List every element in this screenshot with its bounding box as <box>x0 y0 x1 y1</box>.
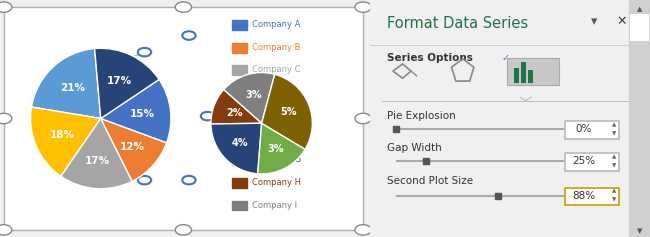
Text: ▼: ▼ <box>612 197 616 202</box>
Bar <box>231 88 247 98</box>
Text: 17%: 17% <box>107 76 131 86</box>
Text: 3%: 3% <box>267 144 283 154</box>
Text: 0%: 0% <box>575 124 592 134</box>
Text: Gap Width: Gap Width <box>387 143 442 153</box>
Text: 5%: 5% <box>281 107 297 117</box>
Text: ▲: ▲ <box>637 6 642 12</box>
Circle shape <box>355 225 371 235</box>
Text: 25%: 25% <box>572 156 595 166</box>
Text: ▾: ▾ <box>591 15 597 28</box>
Text: Company C: Company C <box>252 65 300 74</box>
Text: 3%: 3% <box>245 90 261 100</box>
Text: ▲: ▲ <box>612 122 616 128</box>
Circle shape <box>182 31 196 40</box>
Text: Series Options: Series Options <box>387 53 473 63</box>
Wedge shape <box>101 79 171 143</box>
Text: ▼: ▼ <box>637 228 642 234</box>
Wedge shape <box>211 123 261 174</box>
Text: 2%: 2% <box>226 108 242 118</box>
Bar <box>565 121 619 139</box>
Circle shape <box>0 225 12 235</box>
Wedge shape <box>31 49 101 118</box>
Wedge shape <box>95 48 159 119</box>
Bar <box>231 65 247 75</box>
Text: 18%: 18% <box>49 130 75 140</box>
Bar <box>231 110 247 120</box>
Text: 15%: 15% <box>130 109 155 118</box>
Wedge shape <box>224 73 275 123</box>
Circle shape <box>138 48 151 56</box>
Bar <box>521 62 527 83</box>
Text: 17%: 17% <box>85 155 111 165</box>
Text: Format Data Series: Format Data Series <box>387 16 528 31</box>
Wedge shape <box>31 107 101 176</box>
Text: 21%: 21% <box>60 83 84 93</box>
Wedge shape <box>101 118 166 181</box>
Circle shape <box>182 176 196 184</box>
Text: ▲: ▲ <box>612 189 616 194</box>
Text: 88%: 88% <box>572 191 595 201</box>
Circle shape <box>176 2 192 12</box>
Circle shape <box>355 2 371 12</box>
Bar <box>565 153 619 171</box>
Circle shape <box>138 176 151 184</box>
Text: Company A: Company A <box>252 20 300 29</box>
Text: ▼: ▼ <box>612 131 616 136</box>
Text: ✕: ✕ <box>617 15 627 28</box>
Text: Company D: Company D <box>252 88 301 97</box>
Text: ✓: ✓ <box>502 53 510 63</box>
Bar <box>630 14 648 40</box>
Text: Company I: Company I <box>252 201 297 210</box>
Bar <box>231 133 247 143</box>
Text: 12%: 12% <box>120 141 145 152</box>
Text: Company G: Company G <box>252 155 301 164</box>
Bar <box>528 70 534 83</box>
Bar <box>514 68 519 83</box>
Text: Company H: Company H <box>252 178 301 187</box>
Circle shape <box>176 225 192 235</box>
Bar <box>231 201 247 210</box>
Text: 4%: 4% <box>232 138 248 148</box>
Bar <box>231 155 247 165</box>
Circle shape <box>103 62 116 71</box>
Circle shape <box>0 2 12 12</box>
Circle shape <box>0 113 12 124</box>
Bar <box>508 58 559 85</box>
Circle shape <box>201 112 214 120</box>
Text: ▼: ▼ <box>612 163 616 168</box>
Circle shape <box>355 113 371 124</box>
Text: Company E: Company E <box>252 110 300 119</box>
Wedge shape <box>261 74 312 149</box>
Wedge shape <box>257 123 305 174</box>
Wedge shape <box>211 90 261 124</box>
Text: Company F: Company F <box>252 133 300 142</box>
Text: Second Plot Size: Second Plot Size <box>387 176 473 186</box>
Text: Pie Explosion: Pie Explosion <box>387 111 456 121</box>
Bar <box>231 43 247 53</box>
Bar <box>565 188 619 205</box>
Circle shape <box>103 152 116 161</box>
Text: ▲: ▲ <box>612 154 616 160</box>
Bar <box>231 178 247 188</box>
Wedge shape <box>61 118 132 189</box>
Bar <box>231 20 247 30</box>
Text: Company B: Company B <box>252 43 300 52</box>
Bar <box>629 0 650 237</box>
